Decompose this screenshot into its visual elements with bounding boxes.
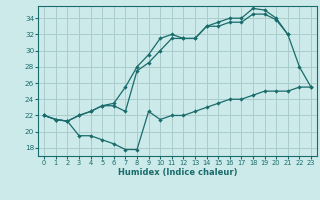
X-axis label: Humidex (Indice chaleur): Humidex (Indice chaleur) — [118, 168, 237, 177]
